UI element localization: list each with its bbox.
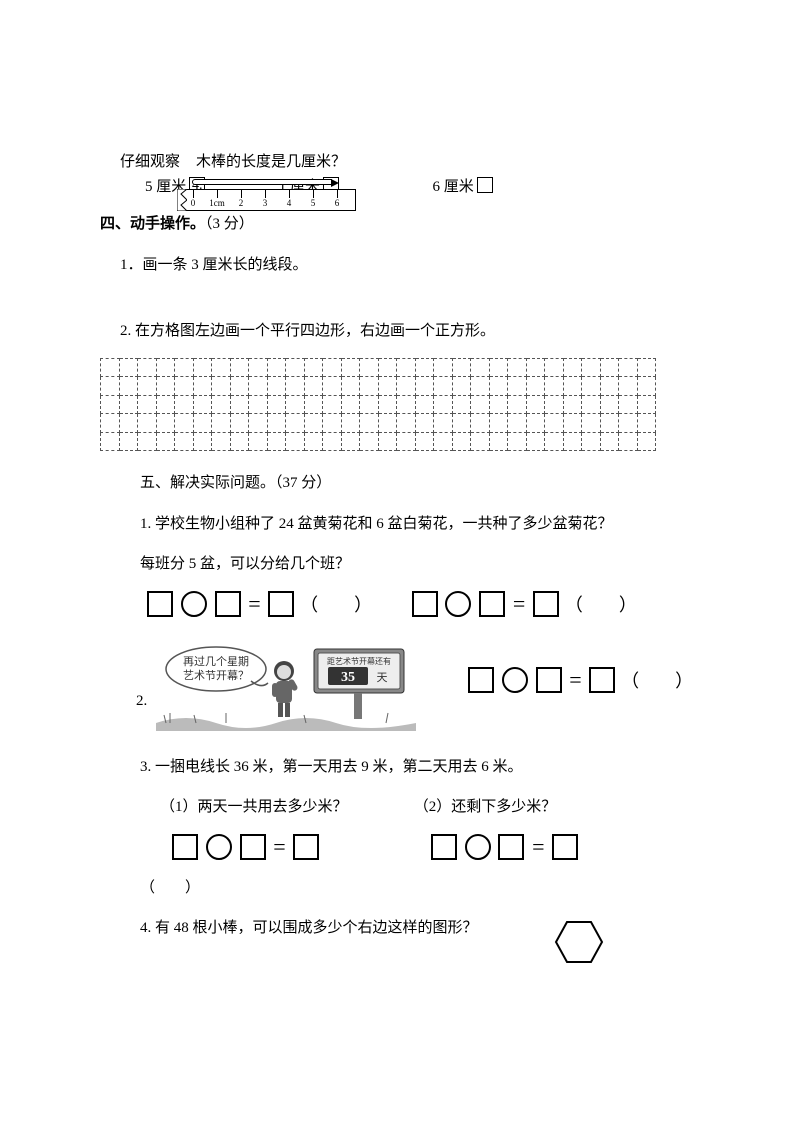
answer-box[interactable] xyxy=(147,591,173,617)
q4-choice-c: 6 厘米 xyxy=(433,175,474,196)
answer-box[interactable] xyxy=(468,667,494,693)
q3-unit-paren[interactable]: （ ） xyxy=(140,874,704,903)
sign-text-1: 距艺术节开幕还有 xyxy=(327,656,391,666)
answer-box[interactable] xyxy=(431,834,457,860)
ruler-num: 2 xyxy=(239,198,244,208)
operator-circle[interactable] xyxy=(465,834,491,860)
section-5-q4: 4. 有 48 根小棒，可以围成多少个右边这样的图形？ xyxy=(140,914,704,943)
equals-sign: = xyxy=(569,667,581,692)
unit-paren[interactable]: （ ） xyxy=(300,595,372,615)
ruler-num: 6 xyxy=(335,198,340,208)
section-4-title: 四、动手操作。（3 分） xyxy=(100,210,704,239)
ruler-num: 3 xyxy=(263,198,268,208)
section-5-title: 五、解决实际问题。（37 分） xyxy=(140,469,704,498)
sign-suffix: 天 xyxy=(377,672,388,684)
answer-box[interactable] xyxy=(293,834,319,860)
ruler-body: 0 1cm 2 3 4 5 6 xyxy=(186,189,356,211)
ruler-num: 4 xyxy=(287,198,292,208)
operator-circle[interactable] xyxy=(445,591,471,617)
answer-box[interactable] xyxy=(240,834,266,860)
operator-circle[interactable] xyxy=(206,834,232,860)
section-5-q3-subs: （1）两天一共用去多少米？ （2）还剩下多少米？ xyxy=(160,793,704,822)
unit-paren[interactable]: （ ） xyxy=(621,671,693,691)
sign-days: 35 xyxy=(341,670,355,685)
section-5-points: （37 分） xyxy=(275,475,331,491)
ruler-num: 0 xyxy=(191,198,196,208)
answer-box[interactable] xyxy=(536,667,562,693)
q2-illustration: 再过几个星期 艺术节开幕？ 距艺术节开幕还有 35 天 xyxy=(156,631,416,731)
operator-circle[interactable] xyxy=(502,667,528,693)
ruler-num: 1cm xyxy=(209,198,225,208)
q4-prefix: 仔细观察 xyxy=(120,150,180,175)
answer-box[interactable] xyxy=(589,667,615,693)
answer-box[interactable] xyxy=(552,834,578,860)
q3-sub1: （1）两天一共用去多少米？ xyxy=(160,793,410,822)
answer-box[interactable] xyxy=(533,591,559,617)
section-5-q1-l1: 1. 学校生物小组种了 24 盆黄菊花和 6 盆白菊花，一共种了多少盆菊花？ xyxy=(140,510,704,539)
q4-text: 4. 有 48 根小棒，可以围成多少个右边这样的图形？ xyxy=(140,920,478,936)
section-5-title-text: 五、解决实际问题。 xyxy=(140,475,275,491)
hexagon-icon xyxy=(554,920,604,964)
section-5-q1-l2: 每班分 5 盆，可以分给几个班？ xyxy=(140,550,704,579)
answer-box[interactable] xyxy=(498,834,524,860)
checkbox[interactable] xyxy=(477,177,493,193)
question-4-ruler: 4. 仔细观察 0 1cm 2 3 4 5 6 木棒的长度是几厘米？ xyxy=(100,150,704,175)
q4-suffix: 木棒的长度是几厘米？ xyxy=(196,150,346,175)
q3-sub2: （2）还剩下多少米？ xyxy=(414,799,557,815)
bubble-text-2: 艺术节开幕？ xyxy=(183,668,249,682)
section-4-title-text: 四、动手操作。 xyxy=(100,216,205,232)
equals-sign: = xyxy=(248,591,260,616)
ruler-zigzag xyxy=(177,189,187,211)
section-4-q1: 1．画一条 3 厘米长的线段。 xyxy=(120,251,704,280)
equation-row-1: = （ ） = （ ） xyxy=(145,591,704,617)
equals-sign: = xyxy=(273,834,285,859)
answer-box[interactable] xyxy=(412,591,438,617)
equals-sign: = xyxy=(532,834,544,859)
answer-box[interactable] xyxy=(215,591,241,617)
dotted-grid xyxy=(100,358,704,452)
bubble-text-1: 再过几个星期 xyxy=(183,655,249,668)
equation-row-q3: = = xyxy=(170,834,704,860)
section-5-q3: 3. 一捆电线长 36 米，第一天用去 9 米，第二天用去 6 米。 xyxy=(140,753,704,782)
ruler-num: 5 xyxy=(311,198,316,208)
answer-box[interactable] xyxy=(268,591,294,617)
operator-circle[interactable] xyxy=(181,591,207,617)
answer-box[interactable] xyxy=(172,834,198,860)
q2-number: 2. xyxy=(136,693,147,710)
section-5-q2: 2. 再过几个星期 艺术节开幕？ 距艺术节开幕还有 35 天 xyxy=(140,631,704,741)
section-4-points: （3 分） xyxy=(205,216,254,232)
equals-sign: = xyxy=(513,591,525,616)
answer-box[interactable] xyxy=(479,591,505,617)
unit-paren[interactable]: （ ） xyxy=(565,595,637,615)
section-4-q2: 2. 在方格图左边画一个平行四边形，右边画一个正方形。 xyxy=(120,317,704,346)
